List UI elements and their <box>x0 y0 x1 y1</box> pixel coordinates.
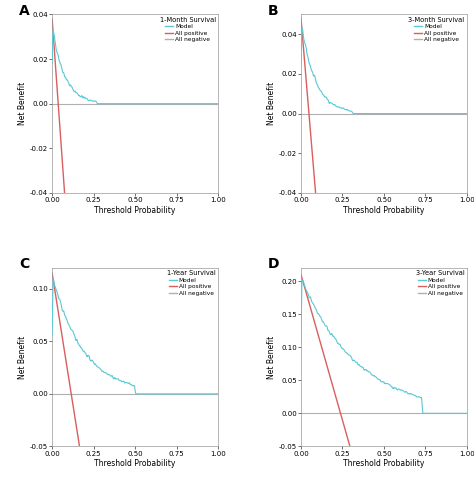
Y-axis label: Net Benefit: Net Benefit <box>267 82 276 125</box>
Text: A: A <box>19 4 30 18</box>
Legend: Model, All positive, All negative: Model, All positive, All negative <box>415 270 465 297</box>
Y-axis label: Net Benefit: Net Benefit <box>267 336 276 379</box>
Text: D: D <box>268 257 279 271</box>
Legend: Model, All positive, All negative: Model, All positive, All negative <box>159 16 216 43</box>
Text: C: C <box>19 257 29 271</box>
X-axis label: Threshold Probability: Threshold Probability <box>343 206 425 215</box>
X-axis label: Threshold Probability: Threshold Probability <box>343 459 425 468</box>
Legend: Model, All positive, All negative: Model, All positive, All negative <box>166 270 216 297</box>
Y-axis label: Net Benefit: Net Benefit <box>18 82 27 125</box>
Text: B: B <box>268 4 278 18</box>
Legend: Model, All positive, All negative: Model, All positive, All negative <box>408 16 465 43</box>
X-axis label: Threshold Probability: Threshold Probability <box>94 206 176 215</box>
X-axis label: Threshold Probability: Threshold Probability <box>94 459 176 468</box>
Y-axis label: Net Benefit: Net Benefit <box>18 336 27 379</box>
